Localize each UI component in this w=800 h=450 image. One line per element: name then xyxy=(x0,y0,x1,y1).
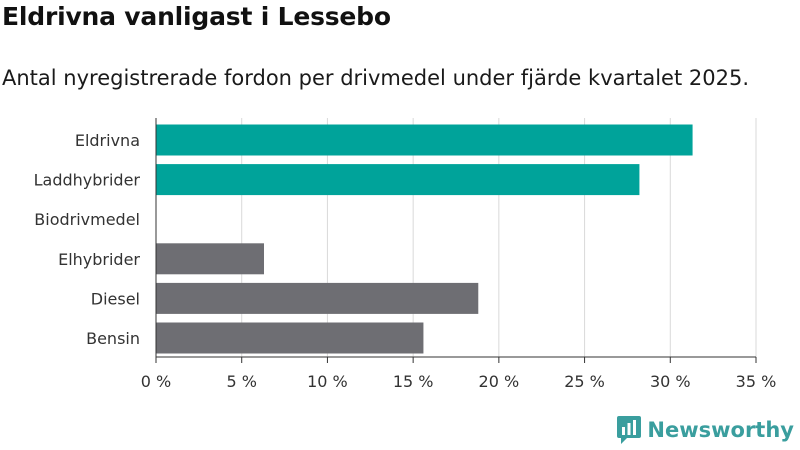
x-tick-label: 20 % xyxy=(479,372,520,391)
x-tick-label: 30 % xyxy=(650,372,691,391)
category-labels: Eldrivna Laddhybrider Biodrivmedel Elhybrid… xyxy=(34,131,141,348)
gridlines xyxy=(241,118,757,357)
x-tick-label: 15 % xyxy=(393,372,434,391)
brand-name: Newsworthy xyxy=(647,418,794,442)
bar-elhybrider xyxy=(156,243,264,275)
bars xyxy=(156,124,693,354)
x-tick-label: 5 % xyxy=(226,372,256,391)
category-label: Diesel xyxy=(91,289,140,308)
bar-eldrivna xyxy=(156,124,693,156)
chart-subtitle: Antal nyregistrerade fordon per drivmede… xyxy=(2,66,750,90)
category-label: Elhybrider xyxy=(58,250,140,269)
category-label: Eldrivna xyxy=(75,131,140,150)
brand-logo: Newsworthy xyxy=(617,416,794,444)
newsworthy-logo-icon xyxy=(617,416,642,444)
bar-laddhybrider xyxy=(156,164,640,196)
chart-title: Eldrivna vanligast i Lessebo xyxy=(2,2,391,31)
x-tick-label: 35 % xyxy=(736,372,777,391)
bar-diesel xyxy=(156,282,479,314)
bar-bensin xyxy=(156,322,424,354)
category-label: Biodrivmedel xyxy=(34,210,140,229)
category-label: Laddhybrider xyxy=(34,171,141,190)
x-axis: 0 % 5 % 10 % 15 % 20 % 25 % 30 % 35 % xyxy=(141,118,777,391)
x-tick-label: 0 % xyxy=(141,372,171,391)
x-tick-label: 10 % xyxy=(307,372,348,391)
category-label: Bensin xyxy=(86,329,140,348)
x-tick-label: 25 % xyxy=(564,372,605,391)
